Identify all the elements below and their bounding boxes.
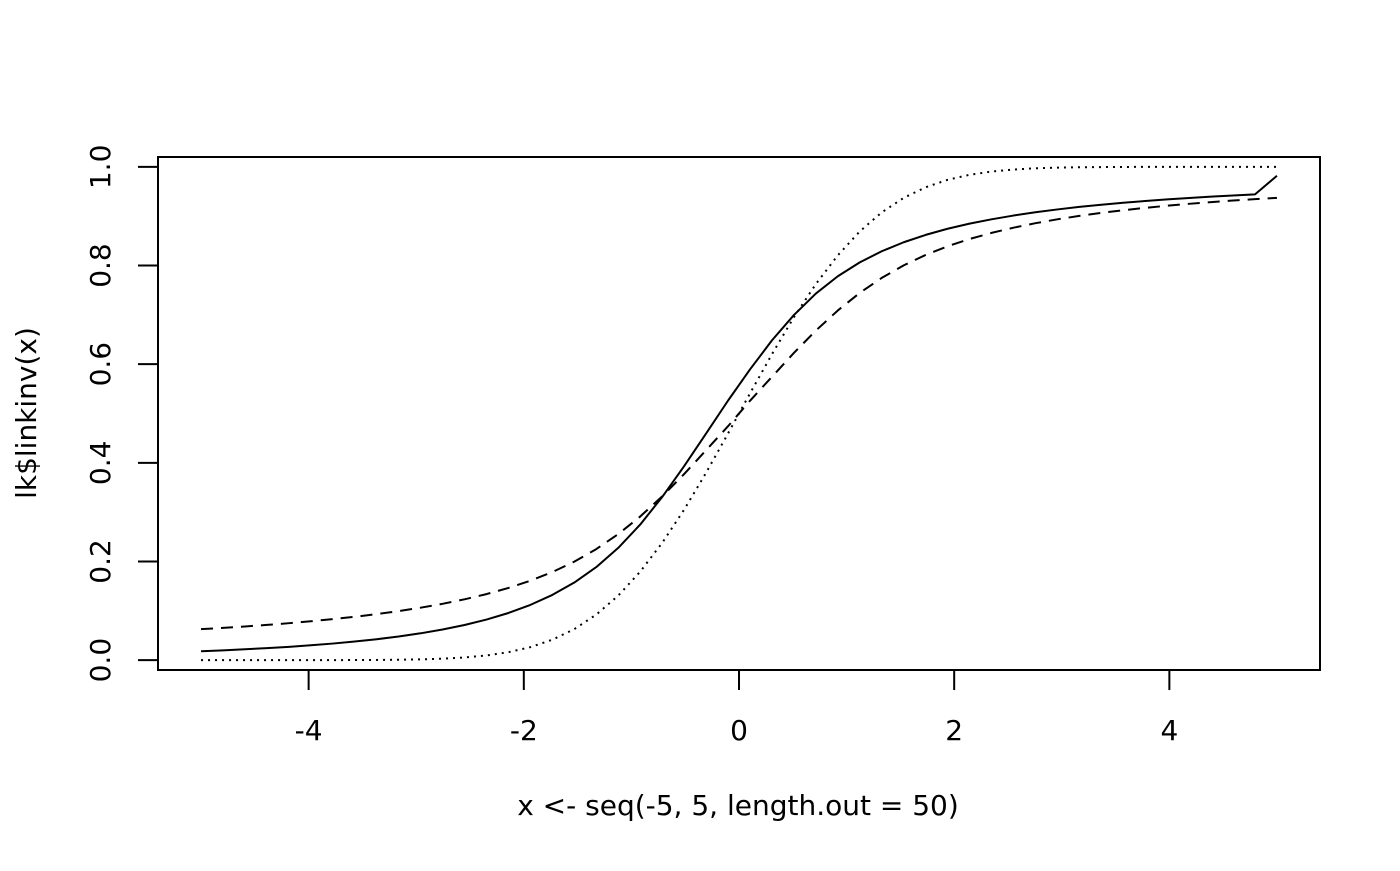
series-layer [200, 165, 1278, 662]
x-axis-title: x <- seq(-5, 5, length.out = 50) [517, 789, 959, 822]
x-axis: -4 -2 0 2 4 [295, 669, 1178, 747]
y-tick-label: 0.4 [84, 441, 117, 486]
y-axis-title: lk$linkinv(x) [10, 327, 43, 499]
x-tick-label: 4 [1160, 714, 1178, 747]
y-tick-label: 0.6 [84, 342, 117, 387]
y-tick-label: 0.2 [84, 539, 117, 584]
y-tick-label: 0.8 [84, 243, 117, 288]
x-tick-label: 0 [730, 714, 748, 747]
y-tick-label: 1.0 [84, 145, 117, 190]
y-tick-label: 0.0 [84, 638, 117, 683]
x-tick-label: -4 [295, 714, 323, 747]
x-tick-label: -2 [510, 714, 538, 747]
y-axis: 0.0 0.2 0.4 0.6 0.8 1.0 [84, 145, 159, 683]
series-line-dotted [201, 165, 1277, 662]
series-line-solid [200, 174, 1278, 653]
x-tick-label: 2 [945, 714, 963, 747]
